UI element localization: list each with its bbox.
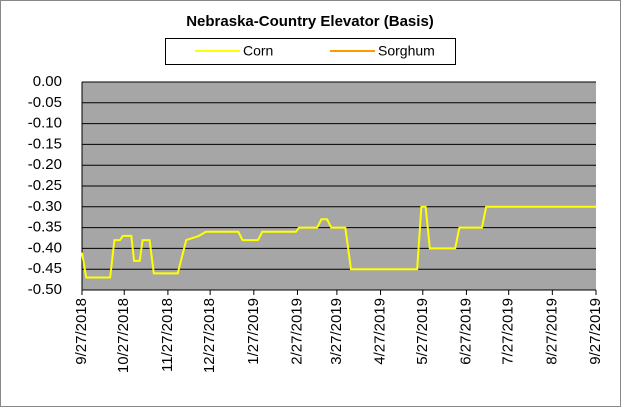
x-tick-label: 2/27/2019 <box>288 298 305 365</box>
y-tick-label: -0.50 <box>28 281 62 298</box>
y-tick-label: -0.45 <box>28 260 62 277</box>
x-tick-label: 7/27/2019 <box>500 298 517 365</box>
x-tick-label: 11/27/2018 <box>159 298 176 372</box>
chart-title: Nebraska-Country Elevator (Basis) <box>186 13 434 30</box>
y-tick-label: -0.10 <box>28 115 62 132</box>
x-tick-label: 9/27/2018 <box>73 298 90 365</box>
legend-label: Corn <box>243 43 273 59</box>
y-tick-label: -0.05 <box>28 94 62 111</box>
y-tick-label: -0.30 <box>28 198 62 215</box>
y-tick-label: -0.35 <box>28 219 62 236</box>
y-tick-label: 0.00 <box>33 73 62 90</box>
x-tick-label: 10/27/2018 <box>115 298 132 373</box>
x-tick-label: 5/27/2019 <box>414 298 431 365</box>
y-tick-label: -0.15 <box>28 135 62 152</box>
x-tick-label: 6/27/2019 <box>457 298 474 365</box>
x-tick-label: 9/27/2019 <box>587 298 604 365</box>
x-tick-label: 8/27/2019 <box>543 298 560 365</box>
y-tick-label: -0.40 <box>28 239 62 256</box>
x-tick-label: 4/27/2019 <box>372 298 389 365</box>
legend-label: Sorghum <box>378 43 435 59</box>
x-tick-label: 3/27/2019 <box>328 298 345 365</box>
y-tick-label: -0.20 <box>28 156 62 173</box>
series-line <box>81 205 596 279</box>
y-tick-label: -0.25 <box>28 177 62 194</box>
x-tick-label: 1/27/2019 <box>245 298 262 365</box>
x-tick-label: 12/27/2018 <box>201 298 218 373</box>
